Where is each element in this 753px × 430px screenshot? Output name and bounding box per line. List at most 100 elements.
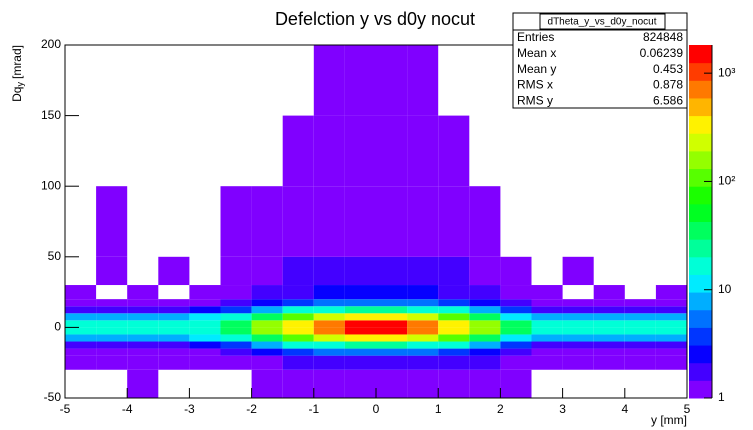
cell [344,45,376,116]
palette-step [689,221,712,240]
cell [469,285,501,300]
cell [65,285,97,300]
cell [189,306,221,314]
cell [438,334,470,342]
cell [624,306,656,314]
cell [313,285,345,300]
cell [251,299,283,307]
cell [220,348,252,356]
cell [65,327,97,335]
x-tick-label: 5 [684,402,691,416]
y-tick-label: 150 [41,108,61,122]
cell [220,341,252,349]
cell [500,334,532,342]
stats-value: 0.453 [653,62,683,76]
cell [313,256,345,286]
cell [376,355,408,370]
cell [562,327,594,335]
cell [655,327,687,335]
z-tick-label: 10³ [718,65,735,79]
cell [220,320,252,328]
cell [313,327,345,335]
cell [344,306,376,314]
cell [407,348,439,356]
x-tick-label: -5 [60,402,71,416]
cell [655,306,687,314]
cell [376,256,408,286]
cell [96,320,128,328]
cell [376,306,408,314]
cell [500,369,532,398]
cell [189,341,221,349]
cell [282,256,314,286]
cell [376,369,408,398]
cell [251,256,283,286]
stats-label: Entries [517,30,554,44]
cell [469,306,501,314]
cell [220,355,252,370]
cell [407,334,439,342]
cell [407,341,439,349]
cell [469,334,501,342]
cell [313,313,345,321]
cell [438,186,470,257]
cell [655,348,687,356]
cell [469,327,501,335]
cell [438,306,470,314]
palette-step [689,203,712,222]
cell [562,299,594,307]
cell [624,341,656,349]
cell [313,45,345,116]
cell [593,341,625,349]
palette-step [689,115,712,134]
cell [531,299,563,307]
cell [407,355,439,370]
cell [344,341,376,349]
cell [469,369,501,398]
cell [593,306,625,314]
cell [344,334,376,342]
palette-step [689,62,712,81]
cell [282,320,314,328]
cell [438,285,470,300]
cell [127,341,159,349]
cell [313,186,345,257]
cell [469,320,501,328]
x-tick-label: -1 [308,402,319,416]
cell [127,313,159,321]
cells [65,45,687,398]
palette-step [689,133,712,152]
cell [655,299,687,307]
y-axis-label: Dqy [mrad] [10,45,25,102]
palette-step [689,186,712,205]
cell [562,334,594,342]
cell [624,348,656,356]
cell [593,299,625,307]
cell [624,327,656,335]
cell [407,256,439,286]
cell [158,313,190,321]
cell [65,355,97,370]
cell [593,355,625,370]
cell [469,186,501,257]
cell [531,355,563,370]
cell [282,355,314,370]
cell [624,299,656,307]
cell [655,313,687,321]
palette-step [689,380,712,399]
cell [282,348,314,356]
cell [344,320,376,328]
cell [158,334,190,342]
cell [407,299,439,307]
cell [593,327,625,335]
cell [65,334,97,342]
cell [531,313,563,321]
x-tick-label: 1 [435,402,442,416]
cell [251,341,283,349]
cell [251,285,283,300]
cell [500,355,532,370]
cell [282,285,314,300]
cell [251,348,283,356]
cell [376,341,408,349]
palette-step [689,239,712,258]
